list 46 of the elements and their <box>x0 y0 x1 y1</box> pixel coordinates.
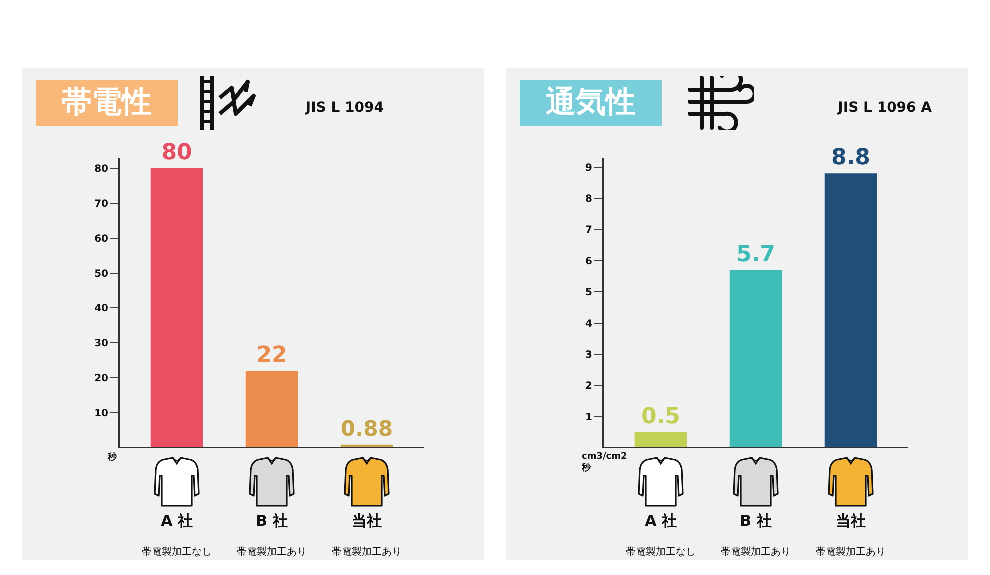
y-tick-label: 10 <box>94 408 109 420</box>
data-label: 80 <box>162 140 192 166</box>
bar <box>824 174 878 448</box>
x-tick-label: 当社 <box>836 512 866 530</box>
y-tick-label: 2 <box>586 381 593 392</box>
x-tick-label: 当社 <box>352 512 382 530</box>
y-tick-label: 20 <box>94 374 109 385</box>
data-label: 0.88 <box>340 416 394 442</box>
y-tick-label: 4 <box>586 318 593 330</box>
data-label: 5.7 <box>736 242 776 268</box>
y-tick-label: 8 <box>586 194 593 206</box>
data-label: 8.8 <box>832 146 870 171</box>
text: 帯電製加工なし <box>626 546 696 558</box>
text: 帯電製加工あり <box>237 546 307 558</box>
chart-title: 帯電性 <box>36 80 178 126</box>
y-tick-label: 1 <box>586 412 593 424</box>
y-tick-label: 9 <box>586 162 593 174</box>
data-label: 0.5 <box>642 404 680 430</box>
chart-title: 通気性 <box>520 80 662 126</box>
y-tick-label: 6 <box>586 256 593 268</box>
y-axis-title: 秒 <box>107 452 118 463</box>
text: 帯電製加工あり <box>816 546 886 558</box>
x-tick-label: B 社 <box>740 512 772 530</box>
y-tick-label: 60 <box>94 234 109 245</box>
chart-subtitle: JIS L 1096 A <box>838 100 932 116</box>
y-tick-label: 30 <box>94 338 109 350</box>
data-label: 22 <box>256 343 288 368</box>
bar <box>730 270 782 448</box>
y-tick-label: 50 <box>94 268 109 280</box>
x-tick-label: A 社 <box>161 512 193 530</box>
y-tick-label: 7 <box>586 225 593 236</box>
y-tick-label: 40 <box>94 304 109 315</box>
text: 帯電製加工なし <box>142 546 212 558</box>
text: 帯電製加工あり <box>721 546 791 558</box>
x-tick-label: B 社 <box>256 512 288 530</box>
y-tick-label: 5 <box>586 288 593 299</box>
y-tick-label: 3 <box>586 350 593 361</box>
bar <box>150 168 204 448</box>
bar <box>246 371 298 448</box>
text: 帯電製加工あり <box>332 546 402 558</box>
y-tick-label: 70 <box>94 198 109 210</box>
chart-subtitle: JIS L 1094 <box>306 100 384 116</box>
y-tick-label: 80 <box>94 164 109 175</box>
y-axis-title: cm3/cm2 秒 <box>581 452 628 474</box>
x-tick-label: A 社 <box>645 512 677 530</box>
bar <box>634 432 688 448</box>
